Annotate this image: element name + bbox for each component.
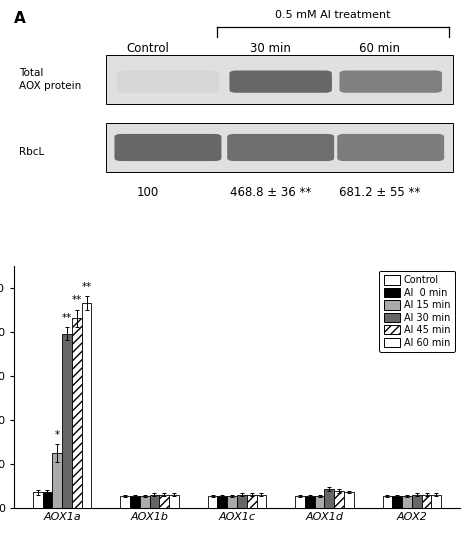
Bar xyxy=(43,492,52,508)
FancyBboxPatch shape xyxy=(339,70,442,93)
Bar xyxy=(402,496,412,508)
Text: 681.2 ± 55 **: 681.2 ± 55 ** xyxy=(339,186,420,199)
Bar xyxy=(422,495,431,508)
Text: 30 min: 30 min xyxy=(250,42,291,55)
Bar xyxy=(383,496,392,508)
Bar xyxy=(334,491,344,508)
Text: Total
AOX protein: Total AOX protein xyxy=(18,68,81,91)
FancyBboxPatch shape xyxy=(229,70,332,93)
Text: Control: Control xyxy=(127,42,169,55)
FancyBboxPatch shape xyxy=(117,70,219,93)
FancyBboxPatch shape xyxy=(114,134,221,161)
Bar xyxy=(208,496,218,508)
Bar xyxy=(62,334,72,508)
Bar xyxy=(159,495,169,508)
Bar xyxy=(72,318,82,508)
Text: RbcL: RbcL xyxy=(18,147,44,157)
Bar xyxy=(256,495,266,508)
Bar xyxy=(315,496,325,508)
Text: A: A xyxy=(14,11,26,26)
Text: **: ** xyxy=(62,313,72,323)
Text: *: * xyxy=(55,430,60,440)
Bar xyxy=(130,496,140,508)
Bar xyxy=(120,496,130,508)
Bar xyxy=(325,489,334,508)
FancyBboxPatch shape xyxy=(106,56,453,104)
FancyBboxPatch shape xyxy=(106,123,453,171)
Bar xyxy=(82,303,91,508)
Text: 0.5 mM Al treatment: 0.5 mM Al treatment xyxy=(275,10,391,20)
Bar xyxy=(392,496,402,508)
Bar xyxy=(33,492,43,508)
Text: 60 min: 60 min xyxy=(359,42,400,55)
Bar xyxy=(169,495,179,508)
Text: 100: 100 xyxy=(137,186,159,199)
Bar xyxy=(295,496,305,508)
Bar xyxy=(52,453,62,508)
Bar xyxy=(227,496,237,508)
Bar xyxy=(412,495,422,508)
Text: 468.8 ± 36 **: 468.8 ± 36 ** xyxy=(230,186,311,199)
Bar xyxy=(218,496,227,508)
Bar xyxy=(431,495,441,508)
FancyBboxPatch shape xyxy=(337,134,444,161)
Bar xyxy=(344,492,354,508)
Bar xyxy=(149,495,159,508)
Text: **: ** xyxy=(72,295,82,305)
Bar xyxy=(140,496,149,508)
Bar xyxy=(247,495,256,508)
FancyBboxPatch shape xyxy=(227,134,334,161)
Bar xyxy=(237,495,247,508)
Bar xyxy=(305,496,315,508)
Text: **: ** xyxy=(82,282,91,292)
Legend: Control, Al  0 min, Al 15 min, Al 30 min, Al 45 min, Al 60 min: Control, Al 0 min, Al 15 min, Al 30 min,… xyxy=(379,270,455,352)
